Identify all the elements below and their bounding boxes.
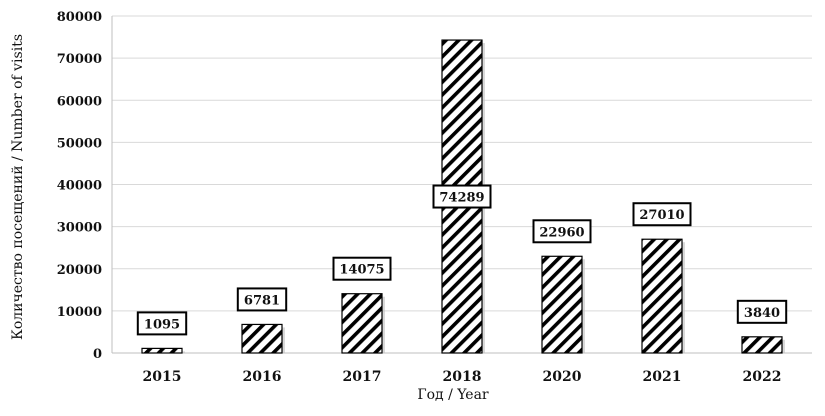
y-tick-label: 20000	[57, 263, 102, 278]
data-label: 6781	[244, 293, 280, 308]
data-label: 3840	[744, 306, 780, 321]
data-label-box	[332, 256, 392, 281]
x-tick-label: 2020	[543, 369, 582, 385]
bar-2020	[541, 255, 583, 354]
data-label: 1095	[144, 317, 180, 332]
bars	[141, 39, 785, 354]
data-label: 14075	[339, 263, 384, 278]
x-tick-label: 2017	[343, 369, 382, 385]
y-tick-label: 70000	[57, 52, 102, 67]
bar-2021	[641, 238, 683, 354]
data-label-box	[432, 184, 492, 209]
y-tick-label: 30000	[57, 221, 102, 236]
bar-2022	[741, 336, 783, 354]
y-tick-label: 10000	[57, 305, 102, 320]
y-tick-label: 50000	[57, 136, 102, 151]
data-labels: 1095 6781 14075 74289 22960 27010 3840	[136, 184, 788, 336]
data-label: 74289	[439, 191, 484, 206]
data-label: 22960	[539, 225, 584, 240]
data-label-box	[632, 202, 692, 227]
bar-2015	[141, 347, 183, 354]
x-axis-title: Год / Year	[417, 387, 489, 403]
data-label: 27010	[639, 208, 684, 223]
y-tick-label: 80000	[57, 10, 102, 25]
y-axis-title: Количество посещений / Number of visits	[10, 34, 26, 340]
y-tick-label: 40000	[57, 179, 102, 194]
x-tick-label: 2018	[443, 369, 482, 385]
data-label-box	[736, 299, 788, 324]
x-tick-label: 2022	[743, 369, 782, 385]
data-label-box	[236, 287, 288, 312]
data-label-box	[136, 311, 188, 336]
y-tick-label: 60000	[57, 94, 102, 109]
bar-2016	[241, 323, 283, 354]
x-tick-label: 2021	[643, 369, 682, 385]
x-tick-label: 2016	[243, 369, 282, 385]
x-tick-label: 2015	[143, 369, 182, 385]
axes: 0 10000 20000 30000 40000 50000 60000 70000 8000…	[57, 10, 812, 385]
data-label-box	[532, 219, 592, 244]
y-tick-label: 0	[93, 347, 102, 362]
bar-2017	[341, 293, 383, 354]
